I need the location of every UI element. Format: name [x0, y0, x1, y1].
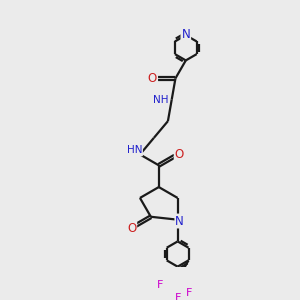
Text: N: N: [182, 28, 190, 41]
Text: O: O: [175, 148, 184, 161]
Text: O: O: [127, 222, 136, 235]
Text: N: N: [176, 214, 184, 227]
Text: O: O: [148, 72, 157, 85]
Text: NH: NH: [153, 95, 168, 105]
Text: F: F: [157, 280, 164, 290]
Text: F: F: [175, 292, 181, 300]
Text: HN: HN: [127, 146, 142, 155]
Text: F: F: [186, 288, 193, 298]
